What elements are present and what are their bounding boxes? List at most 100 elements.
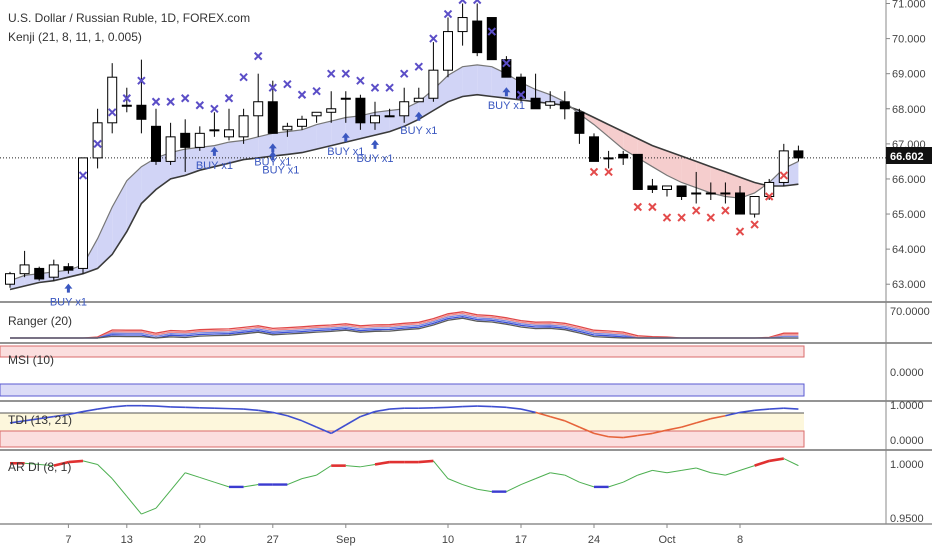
kenji-band-segment <box>331 118 346 146</box>
msi-lower-band <box>0 384 804 396</box>
candle-body <box>458 18 467 32</box>
last-price-label: 66.602 <box>890 151 924 163</box>
tdi-line-segment <box>784 408 799 409</box>
candle-body <box>663 186 672 190</box>
candle-body <box>122 105 131 106</box>
candle-body <box>327 109 336 113</box>
candle-body <box>604 158 613 159</box>
date-tick-label: 24 <box>588 534 600 546</box>
candle-body <box>371 116 380 123</box>
kenji-band-segment <box>287 130 302 155</box>
date-tick-label: Sep <box>336 534 356 546</box>
candle-body <box>546 102 555 106</box>
ardi-pane-title: AR DI (8, 1) <box>8 460 71 474</box>
candle-body <box>181 133 190 147</box>
date-tick-label: 10 <box>442 534 454 546</box>
buy-signal-label: BUY x1 <box>50 297 87 309</box>
candle-body <box>414 98 423 102</box>
candle-body <box>633 154 642 189</box>
candle-body <box>312 112 321 116</box>
msi-axis-tick: 0.0000 <box>890 367 924 379</box>
candle-body <box>298 119 307 126</box>
candle-body <box>400 102 409 116</box>
candle-body <box>560 102 569 109</box>
date-tick-label: 8 <box>737 534 743 546</box>
candle-body <box>20 265 29 274</box>
msi-pane-title: MSI (10) <box>8 353 54 367</box>
candle-body <box>444 32 453 71</box>
candle-body <box>239 116 248 137</box>
ranger-pane-title: Ranger (20) <box>8 314 72 328</box>
candle-body <box>385 116 394 117</box>
tdi-low-band <box>0 431 804 447</box>
candle-body <box>64 267 73 271</box>
tdi-pane-title: TDI (13, 21) <box>8 413 72 427</box>
date-tick-label: 27 <box>267 534 279 546</box>
candle-body <box>590 137 599 162</box>
msi-upper-band <box>0 346 804 357</box>
candle-body <box>648 186 657 190</box>
kenji-indicator-label: Kenji (21, 8, 11, 1, 0.005) <box>8 30 142 44</box>
candle-body <box>575 112 584 133</box>
date-tick-label: 13 <box>121 534 133 546</box>
date-tick-label: Oct <box>658 534 675 546</box>
price-tick-label: 71.000 <box>892 0 926 11</box>
kenji-band-segment <box>477 65 492 97</box>
buy-signal-label: BUY x1 <box>488 100 525 112</box>
kenji-band-segment <box>273 132 288 157</box>
ardi-axis-tick-low: 0.9500 <box>890 513 924 525</box>
candle-body <box>487 18 496 60</box>
candle-body <box>706 193 715 194</box>
price-tick-label: 63.000 <box>892 279 926 291</box>
date-tick-label: 7 <box>65 534 71 546</box>
date-tick-label: 17 <box>515 534 527 546</box>
tdi-line-segment <box>448 407 463 408</box>
tdi-line-segment <box>156 406 171 407</box>
tdi-line-segment <box>492 407 507 408</box>
price-tick-label: 70.000 <box>892 34 926 46</box>
candle-body <box>152 126 161 161</box>
candle-body <box>283 126 292 130</box>
tdi-axis-tick-low: 0.0000 <box>890 435 924 447</box>
candle-body <box>473 21 482 53</box>
buy-signal-label: BUY x1 <box>356 153 393 165</box>
tdi-line-segment <box>390 408 405 409</box>
candle-body <box>750 196 759 214</box>
candle-body <box>736 193 745 214</box>
buy-signal-label: BUY x1 <box>196 160 233 172</box>
candle-body <box>356 98 365 123</box>
price-tick-label: 69.000 <box>892 69 926 81</box>
candle-body <box>6 274 15 285</box>
candle-body <box>210 130 219 131</box>
ranger-axis-tick: 70.0000 <box>890 306 930 318</box>
candle-body <box>225 130 234 137</box>
candle-body <box>35 268 44 279</box>
candle-body <box>195 133 204 147</box>
candle-body <box>692 193 701 194</box>
kenji-band-segment <box>463 65 478 97</box>
ardi-line-segment <box>419 461 434 462</box>
candle-body <box>254 102 263 116</box>
candle-body <box>166 137 175 162</box>
date-tick-label: 20 <box>194 534 206 546</box>
price-tick-label: 64.000 <box>892 244 926 256</box>
price-tick-label: 66.000 <box>892 174 926 186</box>
ardi-axis-tick-high: 1.0000 <box>890 459 924 471</box>
candle-body <box>794 151 803 158</box>
candle-body <box>677 186 686 197</box>
candle-body <box>49 265 58 277</box>
candle-body <box>341 98 350 99</box>
price-tick-label: 68.000 <box>892 104 926 116</box>
buy-signal-label: BUY x1 <box>400 125 437 137</box>
candle-body <box>137 105 146 119</box>
candle-body <box>268 102 277 134</box>
candle-body <box>619 154 628 158</box>
tdi-mid-band <box>0 413 804 431</box>
candle-body <box>721 193 730 194</box>
candle-body <box>531 98 540 109</box>
tdi-line-segment <box>769 408 784 409</box>
price-tick-label: 65.000 <box>892 209 926 221</box>
tdi-axis-tick-high: 1.0000 <box>890 400 924 412</box>
